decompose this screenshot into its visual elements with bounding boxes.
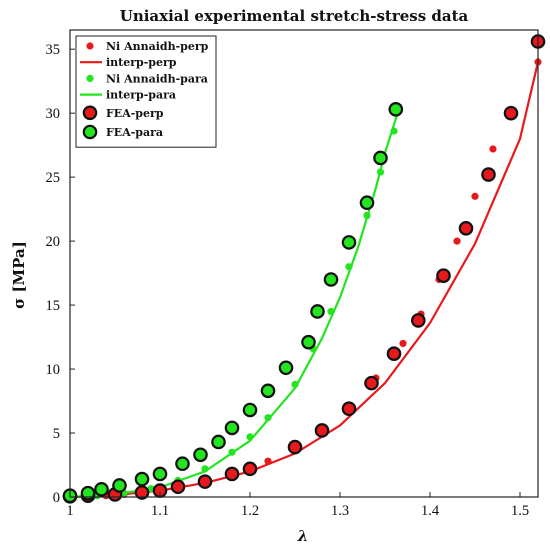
legend-label: interp-perp <box>106 56 177 69</box>
data-point <box>390 127 398 135</box>
data-point <box>471 192 479 200</box>
data-point-marker <box>211 434 226 450</box>
legend-box <box>75 35 217 148</box>
data-point-marker <box>458 221 474 236</box>
data-point-marker <box>359 195 375 211</box>
data-point-marker <box>314 423 330 438</box>
legend-label: FEA-para <box>106 126 163 139</box>
legend-label: Ni Annaidh-para <box>106 72 208 85</box>
data-point-marker <box>503 105 519 121</box>
legend-marker-dot <box>86 74 94 82</box>
data-point-marker <box>94 482 109 497</box>
data-point-marker <box>373 150 388 166</box>
data-point <box>399 339 407 348</box>
data-point-marker <box>301 334 316 350</box>
y-tick-label: 15 <box>46 298 61 314</box>
tick-layer: 1 1.1 1.2 1.3 1.4 1.5 0 5 10 15 20 25 30 35 <box>46 42 530 519</box>
data-point-marker <box>436 268 451 283</box>
data-point-marker <box>197 474 213 489</box>
data-point-marker <box>170 479 186 495</box>
y-tick-label: 20 <box>46 234 61 250</box>
legend: Ni Annaidh-perp interp-perp Ni Annaidh-par… <box>75 35 217 148</box>
x-tick-label: 1.4 <box>421 503 440 519</box>
y-tick-label: 10 <box>46 362 61 378</box>
data-point-marker <box>175 456 190 472</box>
data-point-marker <box>112 478 127 493</box>
data-point-marker <box>310 304 325 319</box>
legend-marker-circle <box>82 124 98 140</box>
data-point-marker <box>287 439 303 455</box>
x-tick-label: 1.2 <box>241 503 259 519</box>
series-line <box>69 110 400 499</box>
x-tick-label: 1.1 <box>151 503 169 519</box>
x-tick-label: 1.3 <box>331 503 349 519</box>
legend-marker-dot <box>86 42 94 50</box>
plot-frame <box>69 29 539 498</box>
data-point <box>291 380 299 389</box>
data-point-marker <box>388 102 404 117</box>
data-point-marker <box>224 466 240 482</box>
y-tick-label: 25 <box>46 170 61 186</box>
data-point <box>264 414 272 422</box>
data-point <box>327 307 335 316</box>
data-point <box>489 145 497 153</box>
legend-label: FEA-perp <box>106 107 164 120</box>
data-point-marker <box>242 461 258 477</box>
data-point-marker <box>481 167 496 182</box>
y-tick-label: 35 <box>46 42 61 58</box>
data-point-marker <box>193 447 208 463</box>
data-point <box>201 465 209 473</box>
series-ni-annaidh-para <box>66 127 398 501</box>
data-point <box>264 457 272 465</box>
x-axis-label: λ <box>297 527 309 545</box>
data-point-marker <box>260 383 276 399</box>
data-point-marker <box>410 313 426 328</box>
y-tick-label: 30 <box>46 106 61 122</box>
data-point <box>345 263 353 271</box>
chart-title: Uniaxial experimental stretch-stress dat… <box>120 7 469 25</box>
y-tick-label: 5 <box>53 426 60 442</box>
data-point-marker <box>364 375 379 391</box>
y-tick-label: 0 <box>53 490 60 506</box>
y-axis-label: σ [MPa] <box>10 241 28 309</box>
legend-marker-circle <box>82 105 98 121</box>
data-point-marker <box>323 272 339 287</box>
data-point-marker <box>242 402 258 418</box>
x-tick-label: 1.5 <box>511 503 529 519</box>
data-point <box>376 168 385 176</box>
data-point-marker <box>341 401 357 417</box>
data-point <box>246 433 254 441</box>
legend-label: interp-para <box>106 89 176 102</box>
legend-label: Ni Annaidh-perp <box>106 40 209 53</box>
data-point-marker <box>80 485 96 501</box>
data-point <box>363 211 371 220</box>
series-fea-para <box>62 102 404 504</box>
data-point-marker <box>278 360 294 376</box>
data-point-marker <box>224 420 240 436</box>
data-point-marker <box>134 471 150 487</box>
data-point <box>228 448 236 456</box>
data-point-marker <box>152 466 168 482</box>
series-interp-para <box>69 110 400 499</box>
data-point-marker <box>386 346 402 362</box>
data-point-marker <box>341 235 357 250</box>
data-point <box>453 237 461 245</box>
x-tick-label: 1 <box>66 503 73 519</box>
